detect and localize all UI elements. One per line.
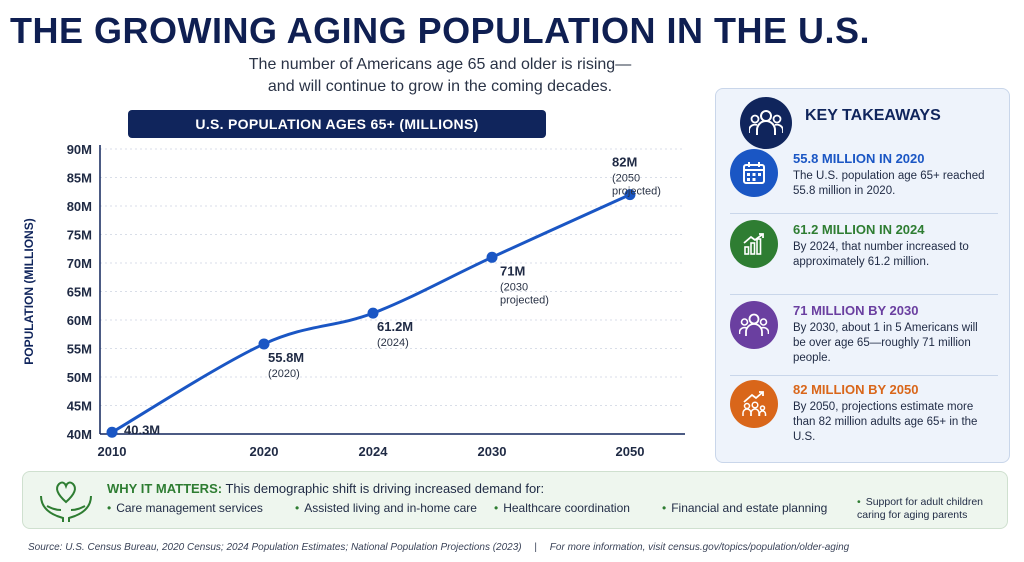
data-label-note: (2050: [612, 173, 640, 185]
more-info-text: For more information, visit census.gov/t…: [549, 542, 850, 553]
divider: [730, 375, 998, 376]
y-tick-label: 75M: [67, 228, 92, 243]
list-item-label: Assisted living and in-home care: [304, 501, 477, 515]
list-item: • Healthcare coordination: [494, 501, 630, 515]
source-note: Source: U.S. Census Bureau, 2020 Census;…: [28, 542, 849, 553]
chart-title-banner: U.S. POPULATION AGES 65+ (MILLIONS): [128, 110, 546, 138]
takeaway-body: By 2030, about 1 in 5 Americans will be …: [793, 322, 978, 364]
data-label-note: (2030: [500, 281, 528, 293]
list-item-label: Support for adult children caring for ag…: [857, 496, 984, 521]
why-heading: WHY IT MATTERS: This demographic shift i…: [107, 481, 544, 496]
panel-title: KEY TAKEAWAYS: [805, 107, 941, 124]
takeaway-item: 82 MILLION BY 2050 By 2050, projections …: [730, 380, 998, 458]
list-item: • Financial and estate planning: [662, 501, 828, 515]
y-tick-label: 40M: [67, 427, 92, 442]
subtitle-line-2: and will continue to grow in the coming …: [267, 78, 613, 95]
people-group-icon: [730, 301, 778, 349]
why-it-matters-bar: WHY IT MATTERS: This demographic shift i…: [22, 471, 1008, 529]
y-tick-label: 65M: [67, 285, 92, 300]
takeaway-heading: 71 MILLION BY 2030: [793, 303, 919, 318]
takeaway-heading: 82 MILLION BY 2050: [793, 382, 919, 397]
y-tick-label: 85M: [67, 171, 92, 186]
x-tick-label: 2020: [250, 444, 279, 459]
y-tick-label: 60M: [67, 313, 92, 328]
data-label-note: projected): [612, 186, 661, 198]
takeaway-body: The U.S. population age 65+ reached 55.8…: [793, 170, 985, 197]
data-label: 61.2M: [377, 319, 413, 334]
page-subtitle: The number of Americans age 65 and older…: [160, 54, 720, 98]
data-point: [258, 338, 270, 350]
list-item-label: Care management services: [116, 501, 263, 515]
key-takeaways-panel: KEY TAKEAWAYS 55.8 MILLION IN 2020 The U…: [715, 88, 1010, 463]
separator: |: [534, 542, 538, 553]
takeaway-body: By 2050, projections estimate more than …: [793, 401, 978, 443]
family-growth-icon: [730, 380, 778, 428]
bar-chart-up-icon: [730, 220, 778, 268]
data-label: 82M: [612, 155, 637, 170]
takeaway-item: 61.2 MILLION IN 2024 By 2024, that numbe…: [730, 220, 998, 298]
data-point: [624, 189, 636, 201]
takeaway-heading: 61.2 MILLION IN 2024: [793, 222, 925, 237]
source-text: Source: U.S. Census Bureau, 2020 Census;…: [28, 542, 522, 553]
data-point: [106, 426, 118, 438]
divider: [730, 213, 998, 214]
x-tick-label: 2024: [359, 444, 389, 459]
takeaway-heading: 55.8 MILLION IN 2020: [793, 151, 925, 166]
y-tick-label: 55M: [67, 342, 92, 357]
why-text: This demographic shift is driving increa…: [225, 481, 545, 496]
data-label-note: (2020): [268, 368, 300, 380]
why-label: WHY IT MATTERS:: [107, 481, 223, 496]
data-label-note: projected): [500, 294, 549, 306]
takeaway-item: 55.8 MILLION IN 2020 The U.S. population…: [730, 149, 998, 227]
data-label-note: (2024): [377, 337, 409, 349]
list-item: • Care management services: [107, 501, 263, 515]
subtitle-line-1: The number of Americans age 65 and older…: [248, 56, 632, 73]
y-tick-label: 90M: [67, 142, 92, 157]
y-tick-label: 70M: [67, 256, 92, 271]
y-tick-label: 45M: [67, 399, 92, 414]
list-item-label: Financial and estate planning: [671, 501, 828, 515]
x-tick-label: 2010: [98, 444, 127, 459]
y-axis-label: POPULATION (MILLIONS): [22, 218, 36, 364]
y-tick-label: 50M: [67, 370, 92, 385]
data-label: 71M: [500, 263, 525, 278]
divider: [730, 294, 998, 295]
list-item-label: Healthcare coordination: [503, 501, 630, 515]
data-point: [486, 251, 498, 263]
data-label: 55.8M: [268, 350, 304, 365]
heart-hands-icon: [37, 478, 95, 529]
page-title: THE GROWING AGING POPULATION IN THE U.S.: [9, 10, 870, 51]
population-line-chart: 40M 45M 50M 55M 60M 65M 70M 75M 80M 85M 90M 2010 202…: [22, 142, 685, 459]
list-item: • Support for adult children caring for a…: [857, 496, 984, 521]
takeaway-item: 71 MILLION BY 2030 By 2030, about 1 in 5…: [730, 301, 998, 379]
data-label: 40.3M: [124, 422, 160, 437]
people-group-icon: [740, 97, 792, 149]
x-tick-label: 2050: [616, 444, 645, 459]
list-item: • Assisted living and in-home care: [295, 501, 477, 515]
y-tick-label: 80M: [67, 199, 92, 214]
x-tick-label: 2030: [478, 444, 507, 459]
data-point: [367, 307, 379, 319]
calendar-icon: [730, 149, 778, 197]
takeaway-body: By 2024, that number increased to approx…: [793, 241, 969, 268]
